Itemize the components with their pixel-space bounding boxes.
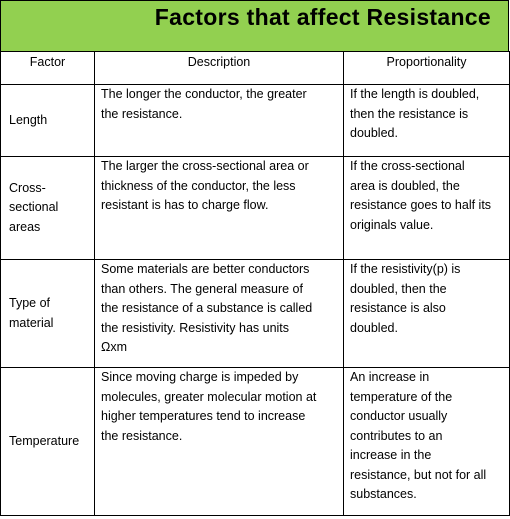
factor-cell: Length <box>0 84 95 157</box>
proportionality-length: If the length is doubled, then the resis… <box>350 87 480 140</box>
table-title: Factors that affect Resistance <box>154 4 491 30</box>
description-temperature: Since moving charge is impeded by molecu… <box>101 370 317 443</box>
factor-length: Length <box>9 112 48 127</box>
factor-material: Type of material <box>9 296 54 330</box>
proportionality-cell: If the length is doubled, then the resis… <box>343 84 510 157</box>
factor-cell: Cross- sectional areas <box>0 156 95 260</box>
header-proportionality: Proportionality <box>343 51 510 85</box>
description-cell: Some materials are better conductors tha… <box>94 259 344 368</box>
description-length: The longer the conductor, the greater th… <box>101 87 307 121</box>
description-material: Some materials are better conductors tha… <box>101 262 313 354</box>
proportionality-cell: If the cross-sectional area is doubled, … <box>343 156 510 260</box>
title-bar: Factors that affect Resistance <box>0 0 509 52</box>
proportionality-cross-sectional: If the cross-sectional area is doubled, … <box>350 159 492 232</box>
table-row: Length The longer the conductor, the gre… <box>0 84 510 157</box>
proportionality-cell: An increase in temperature of the conduc… <box>343 367 510 516</box>
description-cross-sectional: The larger the cross-sectional area or t… <box>101 159 309 212</box>
description-cell: Since moving charge is impeded by molecu… <box>94 367 344 516</box>
factors-grid: Factor Description Proportionality Lengt… <box>0 51 510 516</box>
proportionality-material: If the resistivity(p) is doubled, then t… <box>350 262 461 335</box>
header-row: Factor Description Proportionality <box>0 51 510 85</box>
header-factor: Factor <box>0 51 95 85</box>
description-cell: The larger the cross-sectional area or t… <box>94 156 344 260</box>
factor-cross-sectional: Cross- sectional areas <box>9 180 59 234</box>
header-description: Description <box>94 51 344 85</box>
table-row: Temperature Since moving charge is imped… <box>0 367 510 516</box>
factor-cell: Type of material <box>0 259 95 368</box>
factor-temperature: Temperature <box>9 433 80 448</box>
table-row: Type of material Some materials are bett… <box>0 259 510 368</box>
proportionality-temperature: An increase in temperature of the conduc… <box>350 370 487 501</box>
table-row: Cross- sectional areas The larger the cr… <box>0 156 510 260</box>
factor-cell: Temperature <box>0 367 95 516</box>
proportionality-cell: If the resistivity(p) is doubled, then t… <box>343 259 510 368</box>
description-cell: The longer the conductor, the greater th… <box>94 84 344 157</box>
